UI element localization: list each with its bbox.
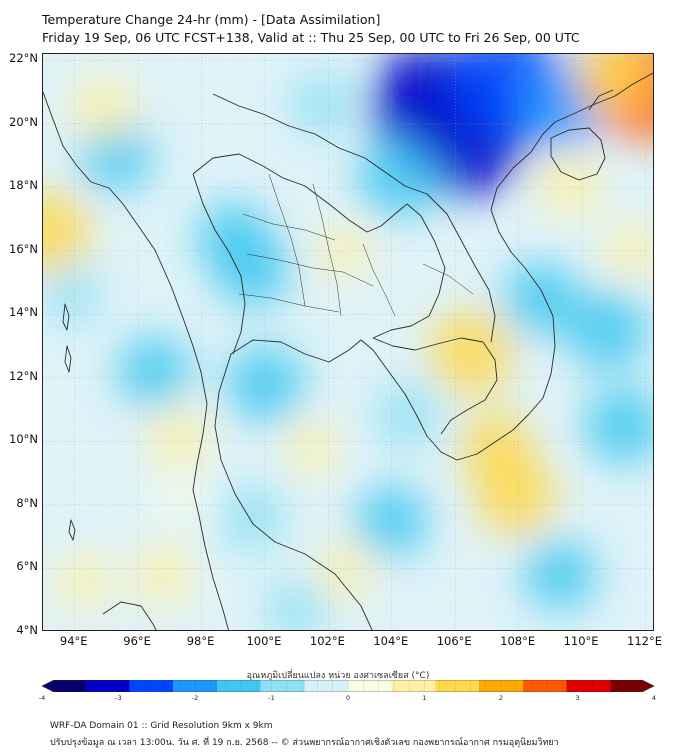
map-panel[interactable] bbox=[42, 53, 654, 631]
anomaly-blob bbox=[574, 54, 653, 113]
anomaly-blob bbox=[214, 232, 290, 308]
anomaly-blob bbox=[316, 543, 373, 600]
footer-credit: ปรับปรุงข้อมูล ณ เวลา 13:00น. วัน ศ. ที่… bbox=[50, 738, 559, 748]
anomaly-blob bbox=[56, 553, 113, 609]
anomaly-blob bbox=[567, 289, 648, 371]
coastline-sumatra bbox=[102, 601, 157, 630]
lon-tick-label: 108°E bbox=[500, 634, 536, 648]
anomaly-blob bbox=[584, 386, 653, 465]
anomaly-blob bbox=[266, 579, 328, 630]
island-andaman-1 bbox=[62, 303, 70, 331]
chart-title: Temperature Change 24-hr (mm) - [Data As… bbox=[42, 12, 381, 27]
border-laos-vietnam bbox=[338, 147, 496, 343]
anomaly-blob bbox=[71, 75, 136, 140]
lat-tick-label: 12°N bbox=[9, 368, 38, 383]
anomaly-blob bbox=[537, 152, 602, 217]
lon-tick-label: 102°E bbox=[309, 634, 345, 648]
lat-tick-label: 6°N bbox=[16, 559, 38, 574]
anomaly-blob bbox=[117, 335, 191, 408]
anomaly-blob bbox=[317, 224, 371, 278]
anomaly-blob bbox=[357, 137, 439, 219]
anomaly-blob bbox=[43, 266, 101, 325]
lon-tick-label: 96°E bbox=[123, 634, 151, 648]
lat-tick-label: 16°N bbox=[9, 241, 38, 256]
border-cambodia bbox=[372, 337, 498, 435]
anomaly-blob bbox=[286, 421, 339, 475]
anomaly-blob bbox=[429, 310, 513, 395]
border-china bbox=[212, 93, 340, 149]
colorbar-tick-label: 4 bbox=[651, 694, 657, 702]
lat-tick-label: 18°N bbox=[9, 178, 38, 193]
lon-tick-label: 110°E bbox=[563, 634, 599, 648]
lat-tick-label: 4°N bbox=[16, 623, 38, 637]
colorbar-gradient bbox=[42, 680, 654, 692]
island-hainan bbox=[550, 127, 606, 181]
lat-lon-grid bbox=[43, 54, 653, 630]
anomaly-blob bbox=[475, 455, 556, 536]
colorbar-tick-label: 1 bbox=[422, 694, 427, 702]
province-lines bbox=[238, 173, 474, 317]
chart-subtitle: Friday 19 Sep, 06 UTC FCST+138, Valid at… bbox=[42, 30, 580, 45]
anomaly-blob bbox=[605, 223, 653, 279]
lat-tick-label: 10°N bbox=[9, 432, 38, 447]
anomaly-blob bbox=[355, 484, 429, 558]
coastline-west bbox=[43, 91, 229, 630]
anomaly-blob bbox=[148, 407, 210, 469]
anomaly-blob bbox=[132, 544, 195, 606]
lat-tick-label: 22°N bbox=[9, 51, 38, 66]
colorbar-tick-label: -2 bbox=[191, 694, 199, 702]
lon-tick-label: 104°E bbox=[373, 634, 409, 648]
colorbar-ticks bbox=[57, 680, 639, 692]
footer-model-info: WRF-DA Domain 01 :: Grid Resolution 9km … bbox=[50, 721, 273, 731]
colorbar-tick-label: 3 bbox=[575, 694, 580, 702]
colorbar-tick-label: -1 bbox=[268, 694, 275, 702]
temperature-change-map bbox=[43, 54, 653, 630]
coastline-gulf bbox=[214, 133, 556, 630]
anomaly-blob bbox=[43, 191, 90, 273]
lon-tick-label: 98°E bbox=[186, 634, 215, 648]
colorbar-title: อุณหภูมิเปลี่ยนแปลง หน่วย องศาเซลเซียส (… bbox=[246, 671, 430, 681]
coastlines-and-borders bbox=[43, 72, 653, 630]
border-thailand-north bbox=[192, 153, 446, 339]
anomaly-blob bbox=[523, 538, 597, 612]
lat-tick-label: 20°N bbox=[9, 114, 38, 129]
lat-tick-label: 14°N bbox=[9, 305, 38, 320]
lon-tick-label: 100°E bbox=[246, 634, 282, 648]
anomaly-blob bbox=[503, 260, 579, 337]
coastline-tonkin bbox=[542, 72, 653, 135]
anomaly-blob bbox=[218, 484, 286, 552]
colorbar bbox=[42, 680, 654, 692]
colorbar-tick-label: 2 bbox=[498, 694, 504, 702]
lon-tick-label: 94°E bbox=[59, 634, 88, 648]
coastline-leizhou bbox=[588, 89, 614, 111]
anomaly-blob bbox=[290, 72, 355, 137]
colorbar-tick-label: -3 bbox=[115, 694, 122, 702]
lon-tick-label: 112°E bbox=[627, 634, 662, 648]
anomaly-blob bbox=[374, 382, 442, 450]
colorbar-tick-label: 0 bbox=[345, 694, 351, 702]
anomaly-field bbox=[43, 54, 653, 630]
island-andaman-2 bbox=[64, 345, 72, 373]
lon-tick-label: 106°E bbox=[436, 634, 472, 648]
lat-tick-label: 8°N bbox=[16, 495, 38, 510]
border-myanmar-thailand bbox=[192, 173, 246, 355]
colorbar-tick-label: -4 bbox=[38, 694, 46, 702]
anomaly-blob bbox=[154, 473, 205, 524]
island-nicobar bbox=[68, 519, 76, 541]
